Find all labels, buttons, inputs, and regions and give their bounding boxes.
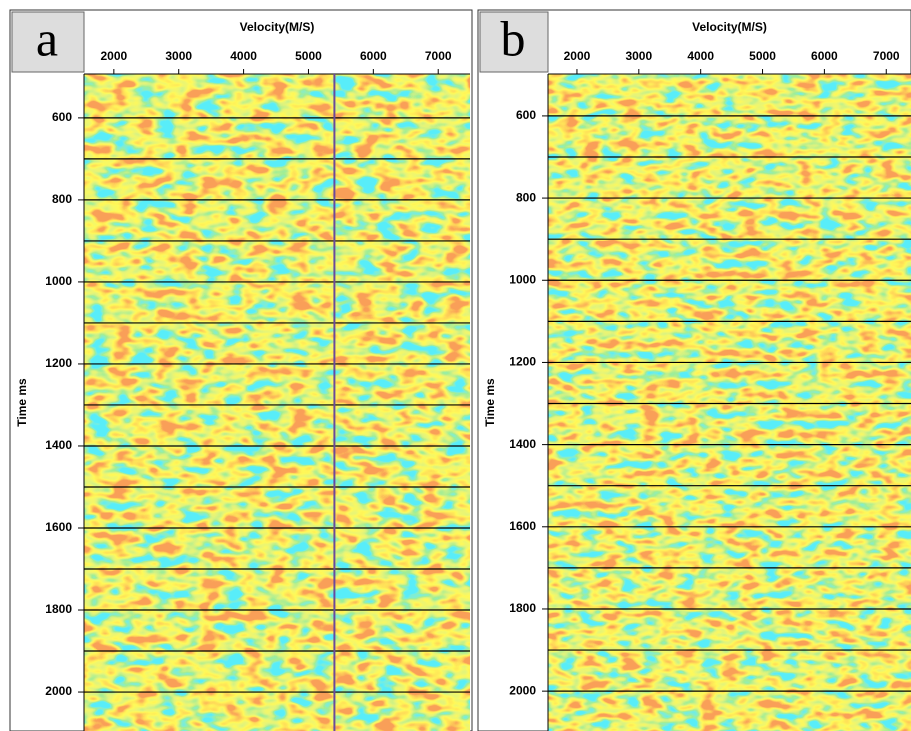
- x-tick-label: 2000: [100, 49, 127, 63]
- y-tick-label: 800: [52, 192, 72, 206]
- x-tick-label: 4000: [687, 49, 714, 63]
- y-axis-title: Time ms: [15, 378, 29, 427]
- x-tick-label: 7000: [873, 49, 900, 63]
- x-tick-label: 5000: [749, 49, 776, 63]
- x-tick-label: 6000: [360, 49, 387, 63]
- heatmap-image: [548, 74, 911, 731]
- y-tick-label: 600: [52, 110, 72, 124]
- label-box: [11, 11, 85, 73]
- y-tick-label: 1000: [509, 272, 536, 286]
- x-tick-label: 2000: [564, 49, 591, 63]
- panel-label: a: [36, 10, 58, 66]
- y-tick-label: 1800: [509, 601, 536, 615]
- y-tick-label: 1400: [509, 437, 536, 451]
- y-tick-label: 800: [516, 190, 536, 204]
- x-axis-title: Velocity(M/S): [692, 20, 767, 34]
- label-box: [479, 11, 549, 73]
- x-tick-label: 7000: [425, 49, 452, 63]
- y-tick-label: 1400: [45, 438, 72, 452]
- y-tick-label: 600: [516, 108, 536, 122]
- y-axis-title: Time ms: [483, 378, 497, 427]
- x-tick-label: 3000: [625, 49, 652, 63]
- y-tick-label: 1800: [45, 602, 72, 616]
- y-tick-label: 1600: [45, 520, 72, 534]
- y-tick-label: 1600: [509, 519, 536, 533]
- heatmap-image: [84, 74, 470, 731]
- y-tick-label: 1000: [45, 274, 72, 288]
- x-tick-label: 6000: [811, 49, 838, 63]
- y-tick-label: 2000: [509, 683, 536, 697]
- x-tick-label: 4000: [230, 49, 257, 63]
- y-tick-label: 1200: [45, 356, 72, 370]
- y-tick-label: 1200: [509, 355, 536, 369]
- panel-label: b: [501, 10, 526, 66]
- x-axis-title: Velocity(M/S): [240, 20, 315, 34]
- y-tick-label: 2000: [45, 684, 72, 698]
- x-tick-label: 3000: [165, 49, 192, 63]
- x-tick-label: 5000: [295, 49, 322, 63]
